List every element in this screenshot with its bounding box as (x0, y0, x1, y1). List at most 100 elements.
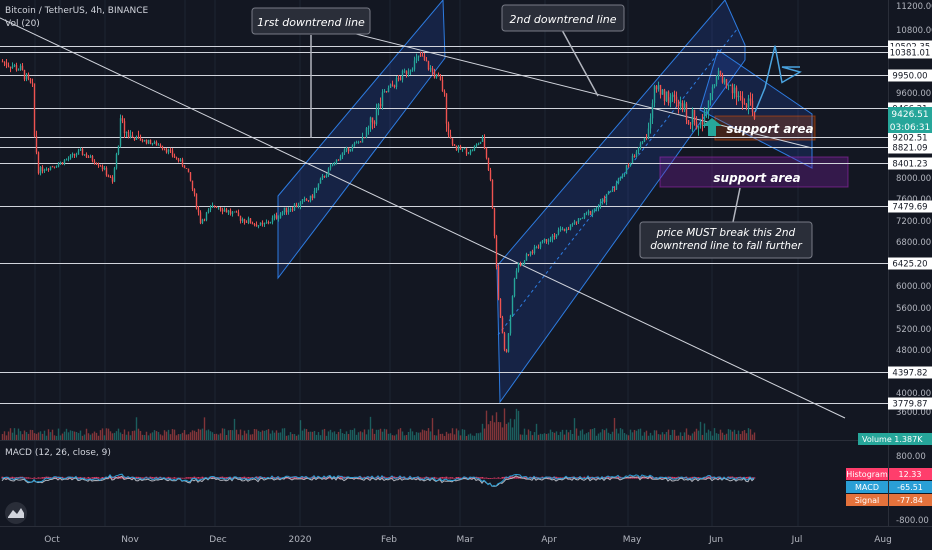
volume-bar (231, 430, 234, 440)
volume-bar (113, 432, 116, 440)
candle (459, 146, 462, 150)
candle (143, 139, 146, 142)
candle (333, 162, 336, 166)
macd-histogram-bar (273, 477, 276, 479)
candle (341, 152, 344, 157)
volume-bar (195, 431, 198, 440)
macd-histogram-bar (617, 476, 620, 479)
candle (703, 111, 706, 125)
candle (643, 137, 646, 142)
volume-bar (545, 433, 548, 440)
volume-bar (83, 434, 86, 440)
volume-bar (497, 422, 500, 440)
candle (241, 219, 244, 221)
volume-bar (283, 428, 286, 440)
candle (405, 70, 408, 74)
volume-bar (573, 418, 576, 440)
macd-histogram-bar (509, 476, 512, 479)
macd-histogram-bar (735, 477, 738, 479)
macd-histogram-bar (687, 477, 690, 479)
macd-histogram-bar (243, 476, 246, 479)
candle (401, 70, 404, 80)
volume-indicator-label: Vol (20) (5, 19, 40, 29)
volume-bar (671, 429, 674, 440)
candle (25, 74, 28, 80)
volume-bar (249, 434, 252, 440)
candle (313, 190, 316, 199)
volume-bar (349, 429, 352, 440)
volume-bar (193, 430, 196, 440)
candle (475, 144, 478, 147)
candle (249, 218, 252, 224)
candle (139, 137, 142, 141)
candle (205, 212, 208, 221)
candle (403, 70, 406, 72)
macd-histogram-bar (497, 477, 500, 479)
first-downtrend-line (0, 17, 846, 419)
candle (135, 136, 138, 140)
volume-bar (177, 434, 180, 440)
candle (663, 89, 666, 102)
candle (329, 166, 332, 169)
volume-bar (241, 435, 244, 440)
candle (645, 137, 648, 139)
macd-histogram-bar (499, 477, 502, 479)
candle (635, 151, 638, 157)
candle (259, 222, 262, 226)
volume-bar (39, 431, 42, 440)
macd-histogram-bar (183, 477, 186, 479)
volume-bar (593, 428, 596, 440)
candle (347, 147, 350, 152)
volume-bar (313, 430, 316, 440)
callout-second-downtrend: 2nd downtrend line (501, 4, 625, 97)
macd-histogram-bar (165, 477, 168, 479)
volume-bar (93, 431, 96, 440)
volume-bar (681, 435, 684, 440)
volume-bar (751, 434, 754, 440)
candle (153, 141, 156, 144)
candle (215, 206, 218, 208)
candle (299, 201, 302, 206)
candle (335, 159, 338, 163)
candle (23, 69, 26, 80)
volume-bar (377, 429, 380, 440)
macd-histogram-bar (1, 476, 4, 479)
macd-legend-tag (846, 494, 888, 506)
volume-bar (65, 428, 68, 440)
candle (487, 157, 490, 171)
candle (581, 218, 584, 219)
candle (19, 65, 22, 70)
candle (73, 153, 76, 156)
x-axis-label: Mar (457, 535, 474, 545)
candle (197, 208, 200, 213)
volume-bar (31, 430, 34, 440)
volume-bar (391, 435, 394, 440)
volume-bar (217, 434, 220, 440)
volume-bar (117, 428, 120, 440)
volume-bar (407, 432, 410, 440)
candle (425, 60, 428, 62)
macd-histogram-bar (443, 477, 446, 479)
level-tag-label: 9950.00 (892, 72, 927, 82)
volume-bar (323, 428, 326, 440)
candle (257, 225, 260, 227)
volume-bar (539, 433, 542, 440)
candle (31, 82, 34, 84)
candle (201, 219, 204, 224)
candle (47, 169, 50, 171)
candle (439, 76, 442, 81)
volume-bar (639, 428, 642, 440)
candle (727, 85, 730, 87)
candle (479, 141, 482, 144)
volume-bar (615, 428, 618, 440)
macd-histogram-bar (359, 476, 362, 479)
volume-bar (293, 434, 296, 440)
volume-bar (607, 432, 610, 440)
volume-bar (211, 432, 214, 440)
macd-histogram-bar (393, 476, 396, 479)
macd-line (1, 473, 755, 487)
x-axis-label: Aug (874, 535, 892, 545)
volume-bar (339, 428, 342, 440)
macd-histogram-bar (305, 476, 308, 479)
macd-histogram-bar (91, 477, 94, 479)
